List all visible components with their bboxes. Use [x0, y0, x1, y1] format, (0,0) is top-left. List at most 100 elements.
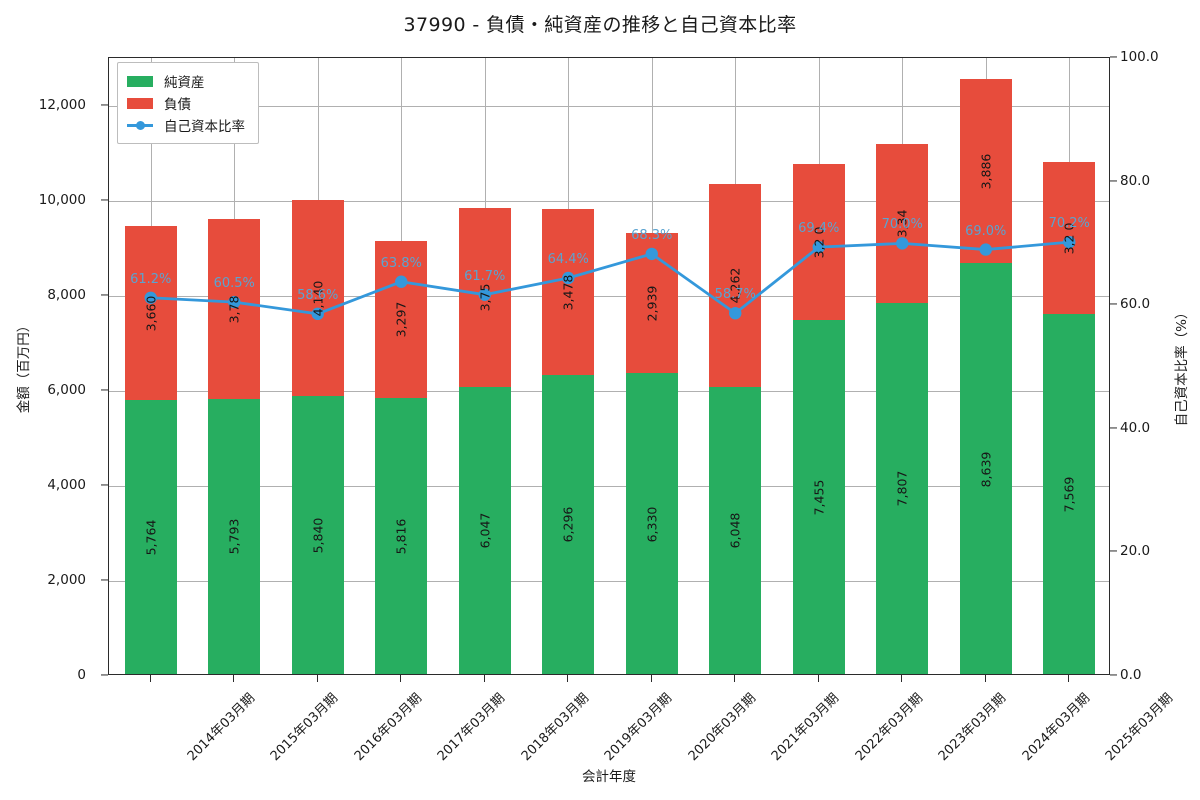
bar-value-label-equity: 6,296	[560, 506, 576, 543]
bar-segment-equity[interactable]	[1043, 314, 1096, 674]
bar-value-label-equity: 6,330	[644, 506, 660, 542]
bar-segment-equity[interactable]	[208, 398, 261, 674]
y-axis-right-tick-label: 100.0	[1120, 49, 1159, 65]
y-axis-left-tick-label: 12,000	[38, 96, 86, 113]
bar-value-label-equity: 7,455	[811, 479, 827, 516]
legend-item-label: 自己資本比率	[164, 119, 245, 135]
equity-ratio-line	[144, 235, 1076, 321]
bar-segment-equity[interactable]	[792, 319, 845, 674]
legend-line-icon	[127, 118, 153, 132]
bar-segment-equity[interactable]	[959, 263, 1012, 674]
bar-group[interactable]	[291, 56, 344, 674]
y-axis-left-tick-mark	[101, 389, 108, 391]
y-axis-left-tick-mark	[101, 674, 108, 676]
bar-segment-liability[interactable]	[291, 199, 344, 397]
y-axis-left-tick-label: 6,000	[47, 381, 86, 398]
gridline-horizontal	[109, 105, 1109, 107]
line-marker[interactable]	[144, 291, 157, 304]
line-marker[interactable]	[896, 237, 909, 250]
bar-value-label-liability: 3,78	[226, 295, 242, 324]
legend-line-marker	[136, 121, 145, 130]
y-axis-left-tick-mark	[101, 579, 108, 581]
legend-swatch-icon	[127, 97, 153, 109]
line-value-label: 68.3%	[631, 227, 673, 243]
line-value-label: 61.7%	[464, 268, 506, 284]
y-axis-right-tick-mark	[1110, 550, 1117, 552]
x-axis-tick-label: 2019年03月期	[602, 690, 676, 765]
line-value-label: 69.4%	[798, 221, 840, 237]
bar-segment-liability[interactable]	[542, 209, 595, 375]
x-axis-tick-label: 2025年03月期	[1103, 690, 1177, 765]
gridline-horizontal	[109, 485, 1109, 487]
bar-segment-equity[interactable]	[709, 386, 762, 674]
gridline-horizontal	[109, 200, 1109, 202]
x-axis-tick-mark	[817, 675, 819, 682]
y-axis-right-tick-label: 0.0	[1120, 667, 1142, 683]
bar-group[interactable]	[208, 56, 261, 674]
line-marker[interactable]	[979, 243, 992, 256]
bar-value-label-equity: 5,816	[393, 518, 409, 555]
line-marker[interactable]	[395, 275, 408, 288]
x-axis-tick-label: 2014年03月期	[184, 690, 258, 765]
bar-segment-liability[interactable]	[959, 78, 1012, 264]
x-axis-tick-mark	[149, 675, 151, 682]
bar-segment-equity[interactable]	[876, 302, 929, 674]
bar-group[interactable]	[542, 56, 595, 674]
x-axis-tick-mark	[1068, 675, 1070, 682]
bar-segment-equity[interactable]	[124, 400, 177, 674]
line-marker[interactable]	[478, 288, 491, 301]
bar-group[interactable]	[124, 56, 177, 674]
y-axis-left-tick-label: 2,000	[47, 571, 86, 588]
line-path	[149, 240, 1071, 316]
bar-segment-equity[interactable]	[375, 397, 428, 674]
bar-group[interactable]	[709, 56, 762, 674]
bar-group[interactable]	[625, 56, 678, 674]
bar-segment-equity[interactable]	[542, 374, 595, 674]
bar-segment-equity[interactable]	[625, 373, 678, 674]
bar-segment-liability[interactable]	[876, 143, 929, 303]
line-marker[interactable]	[562, 271, 575, 285]
x-axis-tick-label: 2024年03月期	[1019, 690, 1093, 765]
bar-value-label-equity: 5,764	[143, 519, 159, 556]
line-marker[interactable]	[1063, 235, 1076, 249]
chart-legend: 純資産 負債自己資本比率	[117, 62, 259, 144]
line-marker[interactable]	[729, 307, 742, 320]
bar-segment-equity[interactable]	[291, 396, 344, 674]
bar-segment-equity[interactable]	[458, 386, 511, 674]
bar-segment-liability[interactable]	[124, 226, 177, 400]
bar-segment-liability[interactable]	[709, 183, 762, 387]
x-axis-tick-label: 2023年03月期	[936, 690, 1010, 765]
x-axis-tick-mark	[901, 675, 903, 682]
bar-segment-liability[interactable]	[375, 240, 428, 398]
bar-group[interactable]	[959, 56, 1012, 674]
plot-area: 5,764 3,660 5,793 3,78 5,840 4,140 5,816 3,297 6…	[108, 57, 1110, 675]
x-axis-tick-mark	[316, 675, 318, 682]
line-value-label: 63.8%	[380, 255, 422, 271]
bar-value-label-equity: 7,569	[1061, 476, 1077, 513]
line-value-label: 58.7%	[714, 287, 756, 303]
line-value-label: 70.2%	[1048, 216, 1090, 232]
gridline-horizontal	[109, 390, 1109, 392]
y-axis-right-tick-mark	[1110, 427, 1117, 429]
bar-group[interactable]	[375, 56, 428, 674]
bar-segment-liability[interactable]	[208, 218, 261, 399]
line-marker[interactable]	[311, 307, 324, 321]
line-marker[interactable]	[812, 240, 825, 254]
legend-item[interactable]: 負債	[127, 92, 245, 114]
line-value-label: 60.5%	[213, 276, 255, 292]
gridline-horizontal	[109, 580, 1109, 582]
bar-value-label-liability: 3,886	[978, 153, 994, 190]
bar-group[interactable]	[792, 56, 845, 674]
bar-group[interactable]	[1043, 56, 1096, 674]
bar-group[interactable]	[876, 56, 929, 674]
line-marker[interactable]	[645, 247, 658, 261]
bar-value-label-equity: 5,793	[226, 518, 242, 555]
legend-item[interactable]: 純資産	[127, 70, 245, 92]
bar-value-label-liability: 3,478	[560, 274, 576, 311]
bar-value-label-equity: 6,048	[727, 512, 743, 549]
y-axis-right-tick-mark	[1110, 303, 1117, 305]
legend-item[interactable]: 自己資本比率	[127, 114, 245, 136]
line-marker[interactable]	[228, 295, 241, 309]
x-axis-tick-mark	[984, 675, 986, 682]
